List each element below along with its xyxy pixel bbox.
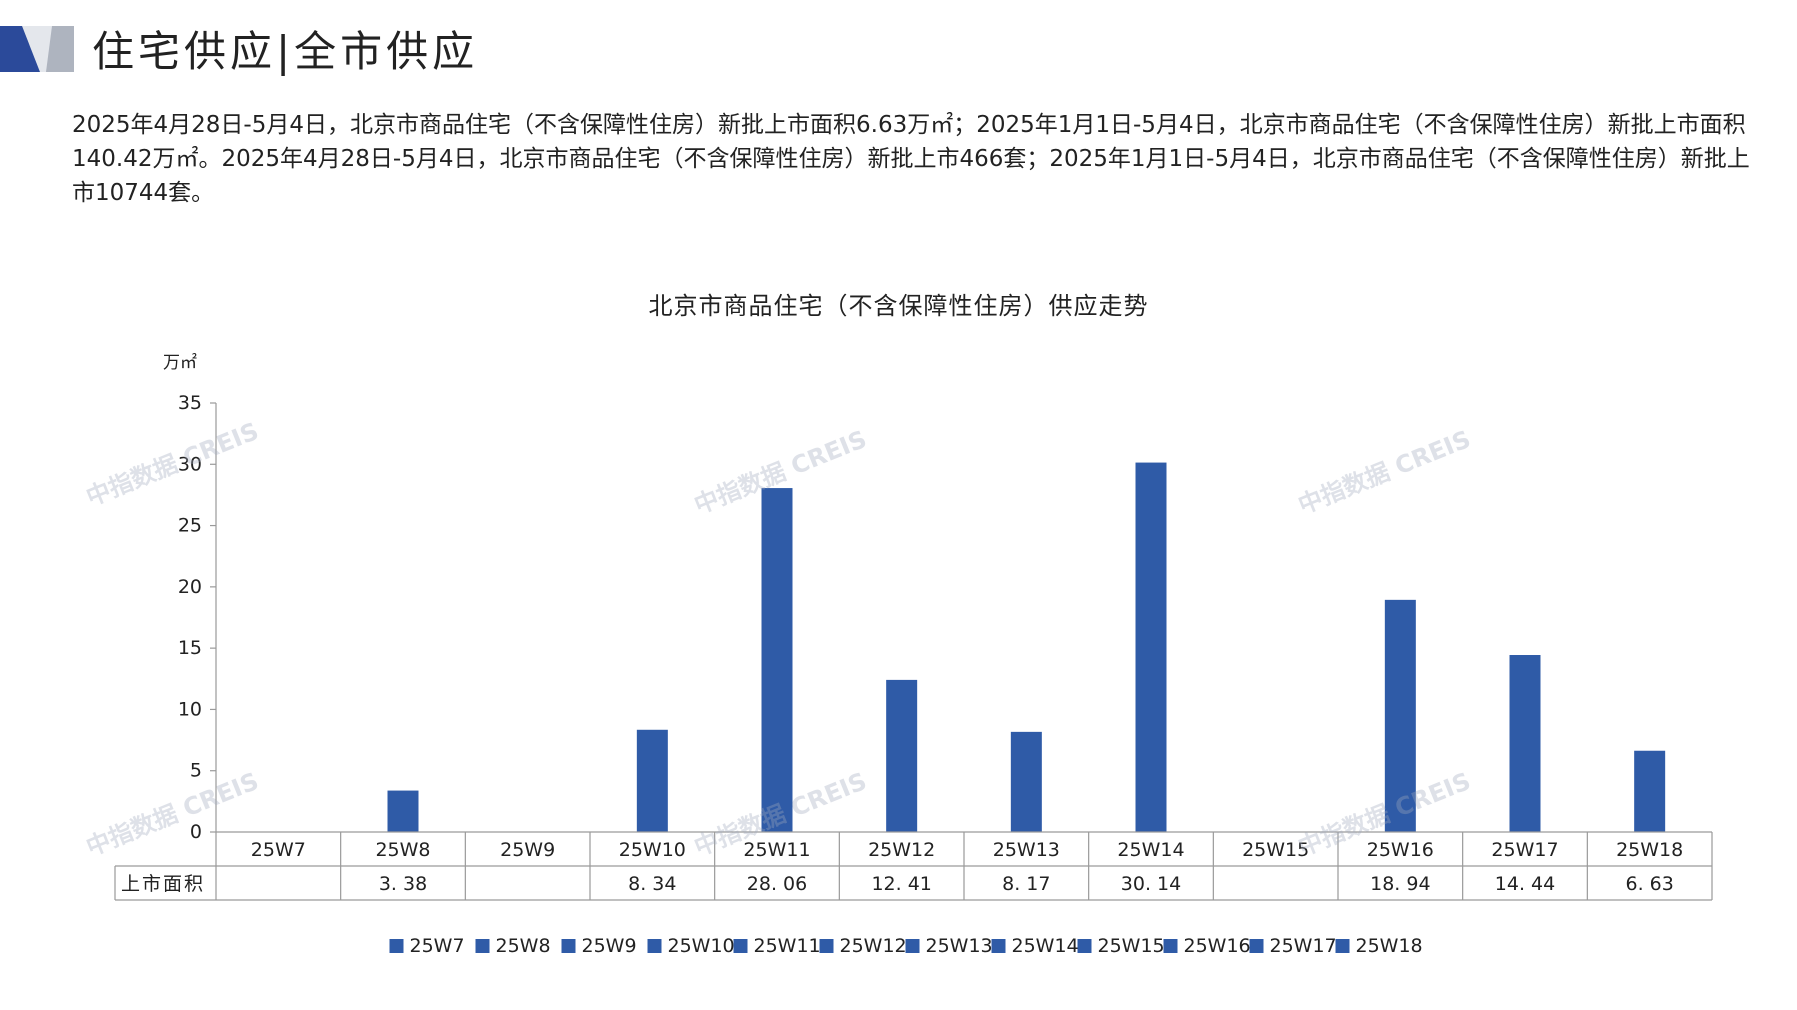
legend-label: 25W18 <box>1356 935 1423 957</box>
legend-swatch <box>905 939 920 953</box>
bar-25W13 <box>1010 731 1042 832</box>
y-axis-unit: 万㎡ <box>163 353 197 373</box>
legend-swatch <box>475 939 490 953</box>
legend-label: 25W8 <box>496 935 551 957</box>
legend-swatch <box>561 939 576 953</box>
series-name: 上市面积 <box>121 873 205 895</box>
legend-swatch <box>1335 939 1350 953</box>
data-label: 12. 41 <box>871 873 931 895</box>
legend-label: 25W15 <box>1098 935 1165 957</box>
data-label: 28. 06 <box>747 873 807 895</box>
y-tick-label: 0 <box>190 821 202 843</box>
data-label: 3. 38 <box>379 873 427 895</box>
legend-label: 25W9 <box>582 935 637 957</box>
x-tick-label: 25W8 <box>375 839 430 861</box>
data-label: 14. 44 <box>1495 873 1555 895</box>
legend-swatch <box>733 939 748 953</box>
data-label: 8. 34 <box>628 873 676 895</box>
data-label: 6. 63 <box>1625 873 1673 895</box>
legend-swatch <box>1249 939 1264 953</box>
logo-blue-shape <box>0 26 40 72</box>
bar-25W8 <box>387 790 419 832</box>
x-tick-label: 25W7 <box>251 839 306 861</box>
legend-swatch <box>991 939 1006 953</box>
bar-25W16 <box>1384 599 1416 832</box>
legend-label: 25W11 <box>754 935 821 957</box>
data-label: 30. 14 <box>1121 873 1181 895</box>
x-tick-label: 25W10 <box>619 839 686 861</box>
bar-25W10 <box>636 729 668 832</box>
x-tick-label: 25W13 <box>993 839 1060 861</box>
y-tick-label: 20 <box>178 576 202 598</box>
x-tick-label: 25W9 <box>500 839 555 861</box>
y-tick-label: 10 <box>178 698 202 720</box>
legend-label: 25W13 <box>926 935 993 957</box>
page-title: 住宅供应|全市供应 <box>92 27 479 76</box>
legend-label: 25W12 <box>840 935 907 957</box>
legend-swatch <box>647 939 662 953</box>
y-tick-label: 5 <box>190 760 202 782</box>
legend-label: 25W10 <box>668 935 735 957</box>
legend-label: 25W17 <box>1270 935 1337 957</box>
x-tick-label: 25W16 <box>1367 839 1434 861</box>
y-tick-label: 35 <box>178 392 202 414</box>
legend-swatch <box>819 939 834 953</box>
legend-label: 25W7 <box>410 935 465 957</box>
legend-swatch <box>1163 939 1178 953</box>
summary-text: 2025年4月28日-5月4日，北京市商品住宅（不含保障性住房）新批上市面积6.… <box>72 112 1750 206</box>
x-tick-label: 25W11 <box>743 839 810 861</box>
x-tick-label: 25W12 <box>868 839 935 861</box>
legend-label: 25W16 <box>1184 935 1251 957</box>
bar-25W17 <box>1509 655 1541 832</box>
legend-label: 25W14 <box>1012 935 1079 957</box>
chart-title: 北京市商品住宅（不含保障性住房）供应走势 <box>648 292 1149 320</box>
y-tick-label: 25 <box>178 515 202 537</box>
data-label: 18. 94 <box>1370 873 1430 895</box>
data-label: 8. 17 <box>1002 873 1050 895</box>
x-tick-label: 25W14 <box>1117 839 1184 861</box>
logo-white-shape <box>22 26 52 72</box>
bar-25W12 <box>886 679 918 832</box>
x-tick-label: 25W17 <box>1491 839 1558 861</box>
bar-25W14 <box>1135 462 1167 832</box>
bar-25W11 <box>761 488 793 832</box>
x-tick-label: 25W18 <box>1616 839 1683 861</box>
x-tick-label: 25W15 <box>1242 839 1309 861</box>
legend-swatch <box>389 939 404 953</box>
y-tick-label: 15 <box>178 637 202 659</box>
logo <box>0 26 74 72</box>
bar-25W18 <box>1634 750 1666 832</box>
legend-swatch <box>1077 939 1092 953</box>
y-tick-label: 30 <box>178 453 202 475</box>
